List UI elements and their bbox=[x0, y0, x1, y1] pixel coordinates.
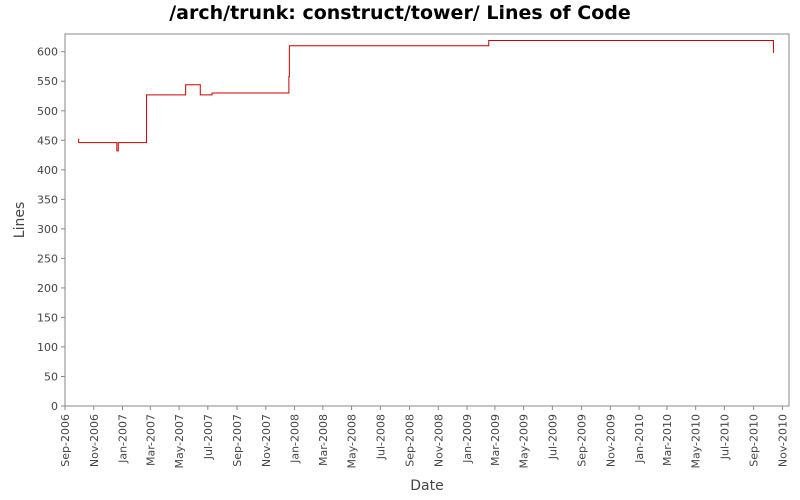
x-tick-label: Nov-2006 bbox=[88, 414, 101, 467]
x-tick-label: Sep-2008 bbox=[404, 414, 417, 467]
y-tick-label: 400 bbox=[37, 164, 58, 177]
y-tick-label: 150 bbox=[37, 311, 58, 324]
x-tick-label: Jan-2009 bbox=[461, 414, 474, 464]
x-axis-title: Date bbox=[410, 478, 443, 494]
y-tick-label: 450 bbox=[37, 134, 58, 147]
plot-area bbox=[64, 33, 790, 407]
x-tick-label: Nov-2009 bbox=[604, 414, 617, 467]
x-tick-label: May-2007 bbox=[173, 414, 186, 469]
x-tick-label: Nov-2008 bbox=[432, 414, 445, 467]
x-tick-label: Jul-2009 bbox=[546, 414, 559, 460]
y-axis: 0 50 100 150 200 250 300 350 400 450 500 550 600 bbox=[37, 46, 65, 413]
y-tick-label: 100 bbox=[37, 341, 58, 354]
x-tick-label: Jan-2008 bbox=[289, 414, 302, 464]
y-tick-label: 350 bbox=[37, 193, 58, 206]
x-tick-label: May-2010 bbox=[690, 414, 703, 469]
x-tick-label: Mar-2008 bbox=[317, 414, 330, 466]
y-tick-label: 50 bbox=[44, 370, 58, 383]
y-tick-label: 300 bbox=[37, 223, 58, 236]
y-tick-label: 600 bbox=[37, 46, 58, 59]
x-tick-label: May-2009 bbox=[518, 414, 531, 469]
x-tick-label: Nov-2010 bbox=[776, 414, 789, 467]
y-tick-label: 0 bbox=[51, 400, 58, 413]
x-tick-label: Mar-2007 bbox=[144, 414, 157, 466]
y-axis-title: Lines bbox=[12, 202, 28, 238]
x-tick-label: Sep-2007 bbox=[231, 414, 244, 467]
y-tick-label: 200 bbox=[37, 282, 58, 295]
x-tick-label: Mar-2009 bbox=[489, 414, 502, 466]
x-tick-label: Jan-2007 bbox=[117, 414, 130, 464]
x-tick-label: Sep-2010 bbox=[748, 414, 761, 467]
x-tick-label: Jul-2007 bbox=[202, 414, 215, 460]
x-tick-label: Sep-2006 bbox=[59, 414, 72, 467]
y-tick-label: 550 bbox=[37, 75, 58, 88]
y-tick-label: 500 bbox=[37, 105, 58, 118]
x-axis: Sep-2006 Nov-2006 Jan-2007 Mar-2007 May-2007… bbox=[59, 406, 789, 469]
x-tick-label: May-2008 bbox=[346, 414, 359, 469]
x-tick-label: Jan-2010 bbox=[633, 414, 646, 464]
x-tick-label: Nov-2007 bbox=[260, 414, 273, 467]
y-tick-label: 250 bbox=[37, 252, 58, 265]
x-tick-label: Sep-2009 bbox=[576, 414, 589, 467]
chart-title: /arch/trunk: construct/tower/ Lines of C… bbox=[169, 2, 631, 24]
x-tick-label: Mar-2010 bbox=[661, 414, 674, 466]
x-tick-label: Jul-2008 bbox=[374, 414, 387, 460]
series-layer bbox=[78, 40, 774, 152]
x-tick-label: Jul-2010 bbox=[718, 414, 731, 460]
